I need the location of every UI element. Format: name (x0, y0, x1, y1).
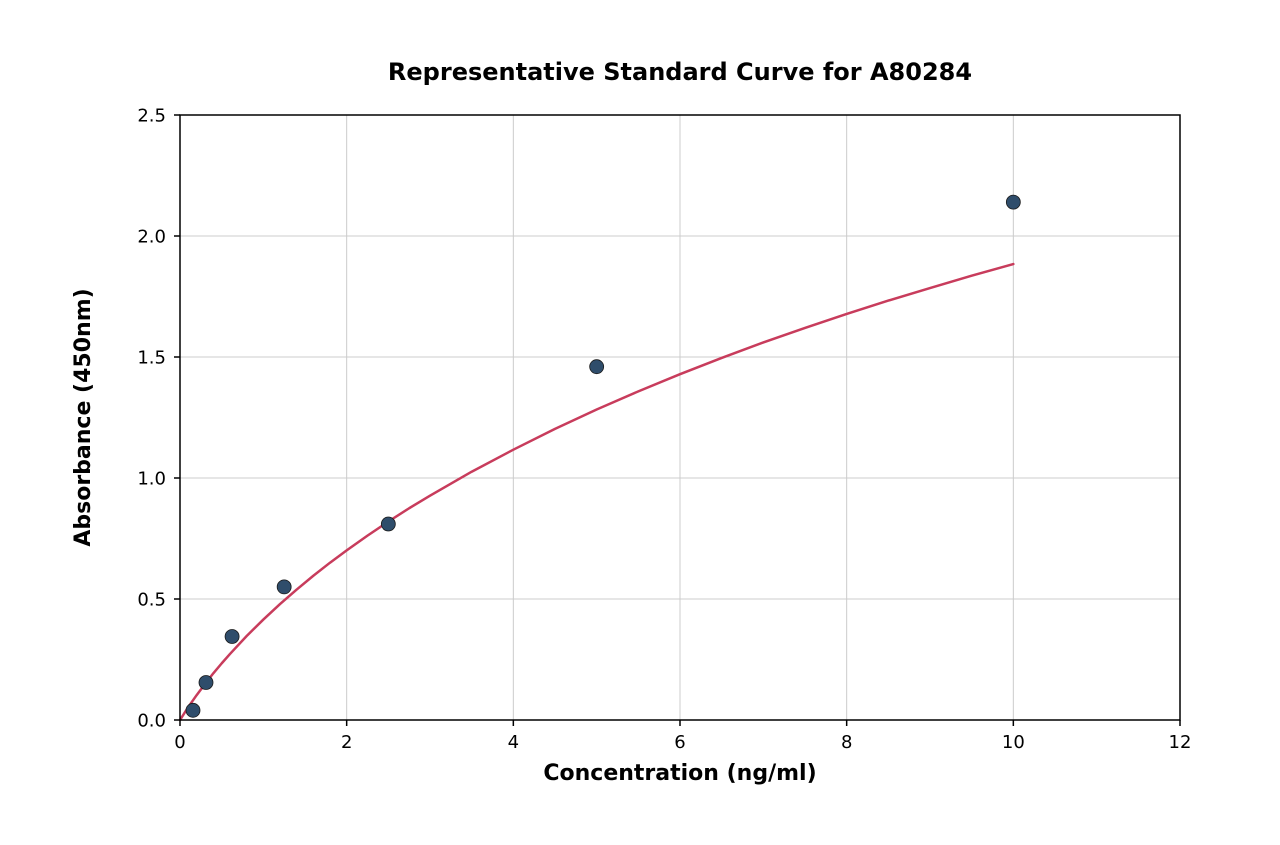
data-point (381, 517, 395, 531)
data-point (277, 580, 291, 594)
x-tick-label: 10 (1002, 732, 1025, 753)
chart-background (0, 0, 1280, 845)
x-tick-label: 12 (1169, 732, 1192, 753)
x-tick-label: 0 (174, 732, 185, 753)
data-point (225, 630, 239, 644)
x-axis-label: Concentration (ng/ml) (543, 761, 816, 786)
y-tick-label: 0.0 (137, 710, 166, 731)
data-point (590, 360, 604, 374)
y-tick-label: 1.5 (137, 347, 166, 368)
y-tick-label: 2.5 (137, 105, 166, 126)
y-tick-label: 2.0 (137, 226, 166, 247)
x-tick-label: 6 (674, 732, 685, 753)
x-tick-label: 4 (508, 732, 519, 753)
chart-container: 0 2 4 6 8 10 12 0.0 0.5 1.0 1.5 2.0 2.5 Concentration… (0, 0, 1280, 845)
y-axis-label: Absorbance (450nm) (71, 288, 96, 546)
data-point (1006, 195, 1020, 209)
x-tick-label: 2 (341, 732, 352, 753)
chart-title: Representative Standard Curve for A80284 (388, 58, 972, 86)
y-tick-label: 1.0 (137, 468, 166, 489)
data-point (199, 675, 213, 689)
x-tick-label: 8 (841, 732, 852, 753)
data-point (186, 703, 200, 717)
standard-curve-chart: 0 2 4 6 8 10 12 0.0 0.5 1.0 1.5 2.0 2.5 Concentration… (0, 0, 1280, 845)
y-tick-label: 0.5 (137, 589, 166, 610)
